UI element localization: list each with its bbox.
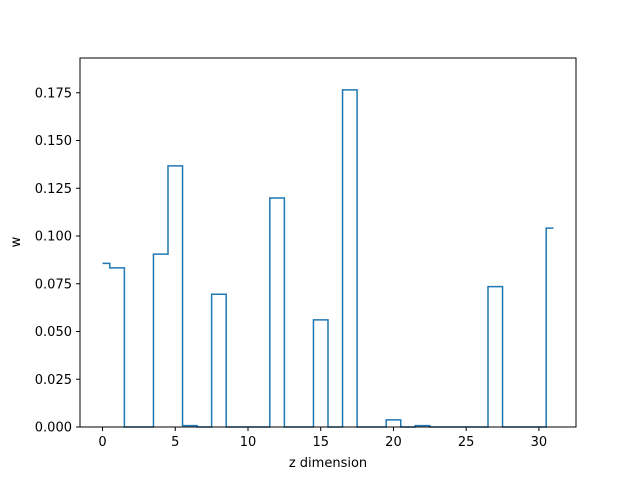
y-tick-label: 0.000	[35, 421, 72, 436]
y-tick-label: 0.025	[35, 373, 72, 388]
x-axis-label: z dimension	[289, 456, 367, 471]
y-tick-label: 0.125	[35, 182, 72, 197]
x-tick-label: 5	[171, 435, 179, 450]
y-tick-label: 0.050	[35, 325, 72, 340]
y-tick-label: 0.075	[35, 277, 72, 292]
x-tick-label: 20	[385, 435, 402, 450]
y-axis-label: w	[9, 236, 24, 247]
x-tick-label: 30	[531, 435, 548, 450]
y-tick-label: 0.150	[35, 134, 72, 149]
plot-frame	[79, 57, 577, 428]
y-tick-label: 0.175	[35, 86, 72, 101]
x-tick-label: 10	[240, 435, 257, 450]
y-tick-label: 0.100	[35, 230, 72, 245]
x-tick-label: 15	[312, 435, 329, 450]
x-tick-label: 0	[98, 435, 106, 450]
x-tick-label: 25	[458, 435, 475, 450]
